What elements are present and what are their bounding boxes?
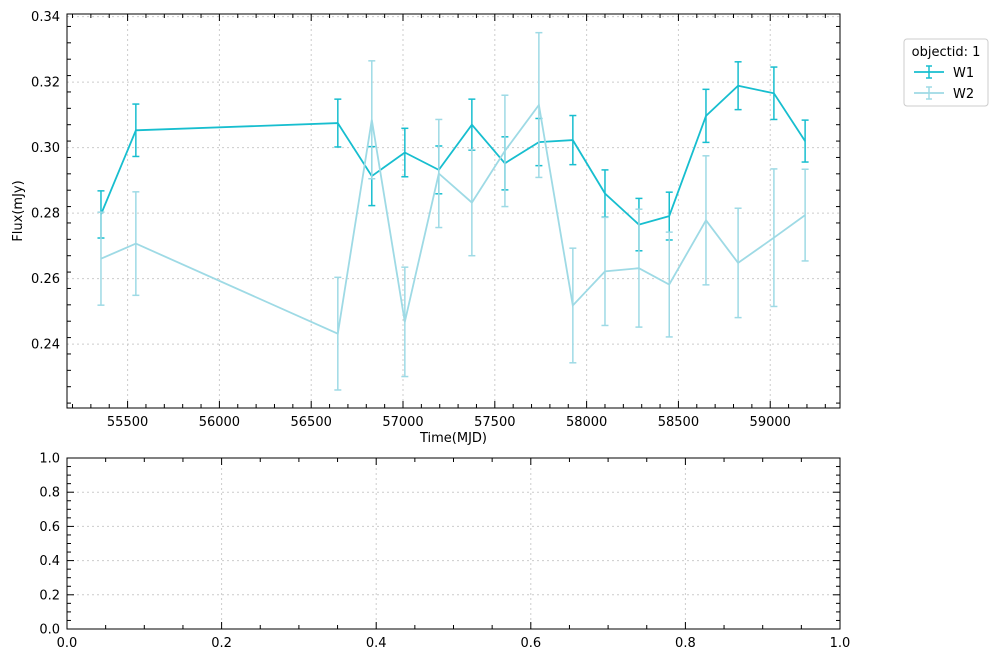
plot-frame xyxy=(66,457,841,630)
x-tick-label: 58000 xyxy=(566,415,607,430)
x-tick-label: 1.0 xyxy=(830,636,851,651)
y-tick-label: 0.0 xyxy=(39,623,60,638)
y-tick-label: 0.4 xyxy=(39,554,60,569)
x-tick-label: 0.0 xyxy=(57,636,78,651)
y-axis-label: Flux(mJy) xyxy=(11,180,26,241)
bottom-chart-panel: 0.0 0.2 0.4 0.6 0.8 1.0 0.0 0.2 0.4 0.6 0.8 1.0 xyxy=(39,452,850,652)
legend: objectid: 1 W1 W2 xyxy=(903,38,989,107)
x-tick-label: 56500 xyxy=(291,415,332,430)
x-tick-label: 55500 xyxy=(107,415,148,430)
x-tick-label: 0.8 xyxy=(675,636,696,651)
series-w1 xyxy=(97,61,809,252)
series-line xyxy=(100,84,806,226)
x-axis-label: Time(MJD) xyxy=(419,431,487,446)
y-tick-label: 0.32 xyxy=(31,76,60,91)
y-tick-label: 0.24 xyxy=(31,338,60,353)
top-chart-panel: 55500 56000 56500 57000 57500 58000 58500 59000… xyxy=(11,10,841,446)
x-tick-label: 57000 xyxy=(382,415,423,430)
y-tick-label: 0.2 xyxy=(39,588,60,603)
legend-label: W2 xyxy=(953,87,974,102)
y-tick-label: 0.30 xyxy=(31,141,60,156)
legend-title: objectid: 1 xyxy=(912,45,981,60)
x-tick-label: 59000 xyxy=(750,415,791,430)
legend-label: W1 xyxy=(953,66,974,81)
x-tick-label: 0.4 xyxy=(366,636,387,651)
y-tick-label: 0.26 xyxy=(31,272,60,287)
y-tick-label: 0.34 xyxy=(31,10,60,25)
y-tick-label: 0.6 xyxy=(39,520,60,535)
series-w2 xyxy=(97,31,809,391)
series-line xyxy=(100,102,806,336)
x-tick-label: 56000 xyxy=(199,415,240,430)
legend-box xyxy=(903,38,989,107)
plot-frame xyxy=(66,13,841,409)
x-tick-label: 58500 xyxy=(658,415,699,430)
x-tick-label: 57500 xyxy=(474,415,515,430)
x-tick-label: 0.2 xyxy=(211,636,232,651)
x-tick-label: 0.6 xyxy=(520,636,541,651)
y-tick-label: 0.8 xyxy=(39,486,60,501)
y-tick-label: 1.0 xyxy=(39,452,60,467)
y-tick-label: 0.28 xyxy=(31,207,60,222)
